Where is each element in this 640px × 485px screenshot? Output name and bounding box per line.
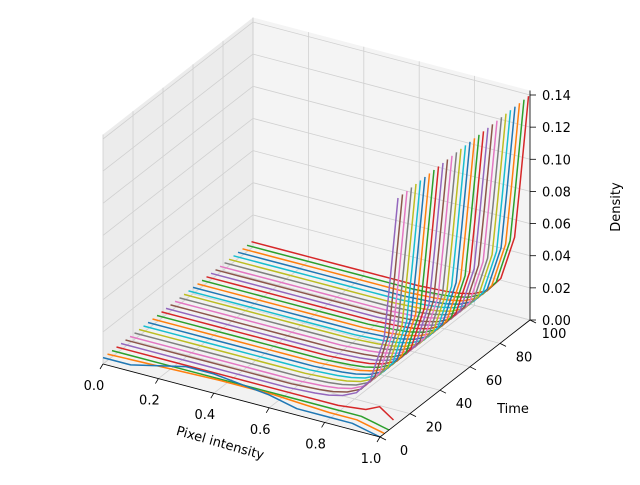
x-tick-label: 1.0 xyxy=(361,452,382,467)
z-tick-label: 0.02 xyxy=(542,282,571,297)
x-tick xyxy=(376,436,381,443)
y-tick-label: 0 xyxy=(400,444,408,459)
grid-line-z xyxy=(102,117,531,236)
series-line xyxy=(233,110,512,309)
series-group xyxy=(102,96,530,438)
x-axis-line xyxy=(102,363,381,438)
grid-line-z xyxy=(102,150,531,268)
series-line xyxy=(242,103,521,302)
y-tick xyxy=(409,413,417,417)
y-tick xyxy=(499,343,507,347)
series-line xyxy=(246,99,525,298)
series-line xyxy=(215,124,494,323)
series-line xyxy=(147,176,426,376)
floor-pane xyxy=(103,247,530,437)
y-axis-line xyxy=(379,319,531,438)
x-tick-label: 0.8 xyxy=(305,437,326,452)
y-tick xyxy=(379,436,387,441)
series-line xyxy=(183,148,462,348)
series-line xyxy=(228,113,507,313)
y-tick-label: 20 xyxy=(426,421,443,436)
x-tick xyxy=(321,422,325,428)
y-axis-label: Time xyxy=(496,402,529,417)
series-line xyxy=(210,127,489,327)
series-line xyxy=(111,349,390,431)
series-line xyxy=(134,187,413,386)
series-line xyxy=(197,138,476,337)
y-tick-label: 60 xyxy=(486,374,503,389)
x-tick-label: 0.6 xyxy=(250,423,271,438)
series-line xyxy=(179,152,458,351)
series-line xyxy=(152,173,431,372)
grid-line-z xyxy=(102,182,531,301)
series-line xyxy=(143,180,422,379)
left-wall-pane xyxy=(103,17,253,364)
series-line xyxy=(156,169,435,369)
z-tick-label: 0.04 xyxy=(542,250,571,265)
series-line xyxy=(201,134,480,334)
y-tick xyxy=(439,389,447,394)
grid-line-z xyxy=(102,85,531,204)
series-line xyxy=(129,190,408,390)
x-tick xyxy=(155,378,159,384)
series-line xyxy=(219,120,498,320)
z-tick-label: 0.06 xyxy=(542,218,571,233)
series-line xyxy=(206,131,485,330)
grid-line-z xyxy=(102,53,531,172)
series-line xyxy=(161,166,440,365)
y-tick-label: 80 xyxy=(516,350,533,365)
series-line xyxy=(120,197,399,397)
z-tick-label: 0.12 xyxy=(542,121,571,136)
x-tick xyxy=(265,407,270,414)
y-tick-label: 100 xyxy=(542,327,567,342)
series-line xyxy=(170,159,449,358)
y-tick xyxy=(469,366,477,371)
series-line xyxy=(165,162,444,362)
series-line xyxy=(125,194,404,393)
x-tick-label: 0.0 xyxy=(84,379,105,394)
x-tick-label: 0.2 xyxy=(139,394,160,409)
series-line xyxy=(237,106,516,305)
series-line xyxy=(138,183,417,383)
series-line xyxy=(192,141,471,341)
y-tick-label: 40 xyxy=(456,397,473,412)
grid-line-z xyxy=(102,21,531,140)
z-tick-label: 0.10 xyxy=(542,153,571,168)
x-tick xyxy=(210,392,215,399)
z-tick-label: 0.00 xyxy=(542,314,571,329)
z-tick-label: 0.14 xyxy=(542,89,571,104)
y-tick xyxy=(529,319,537,324)
series-line xyxy=(188,145,467,344)
series-line xyxy=(174,155,453,355)
axis-lines xyxy=(102,90,531,438)
series-line xyxy=(251,96,530,295)
x-tick xyxy=(99,363,104,370)
series-line xyxy=(102,356,381,438)
z-tick-label: 0.08 xyxy=(542,185,571,200)
series-line xyxy=(116,346,395,421)
series-line xyxy=(107,353,385,435)
series-line xyxy=(224,117,503,316)
x-tick-label: 0.4 xyxy=(194,408,215,423)
z-axis-label: Density xyxy=(609,182,624,232)
